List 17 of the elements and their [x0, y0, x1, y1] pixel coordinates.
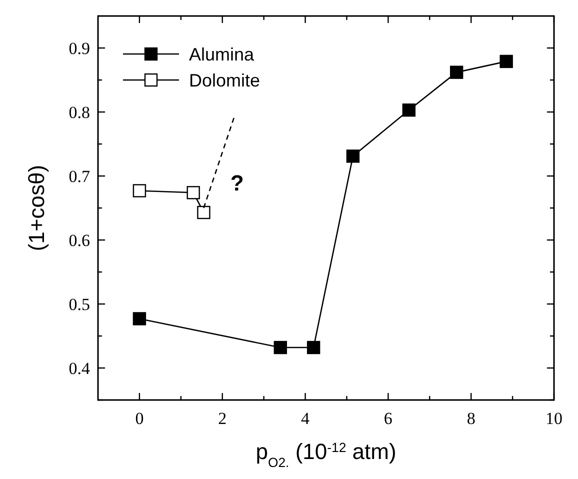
y-tick-label: 0.4: [68, 358, 90, 378]
x-tick-label: 4: [301, 409, 310, 428]
y-axis-title: (1+cosθ): [24, 164, 49, 252]
y-tick-label: 0.6: [68, 230, 90, 250]
x-tick-label: 8: [466, 409, 476, 428]
y-tick-label: 0.7: [68, 166, 90, 186]
legend-label: Dolomite: [189, 70, 260, 90]
x-tick-label: 2: [218, 409, 227, 428]
x-tick-label: 10: [546, 409, 562, 428]
y-tick-label: 0.9: [68, 38, 90, 58]
x-tick-label: 6: [384, 409, 392, 428]
y-tick-label: 0.8: [68, 102, 90, 122]
y-tick-label: 0.5: [68, 294, 90, 314]
legend-label: Alumina: [189, 44, 256, 64]
x-axis-title: p$_{O2.}$ (10$^{-12}$ atm): [256, 439, 396, 470]
annotation: ?: [230, 170, 244, 196]
x-tick-label: 0: [135, 409, 144, 428]
